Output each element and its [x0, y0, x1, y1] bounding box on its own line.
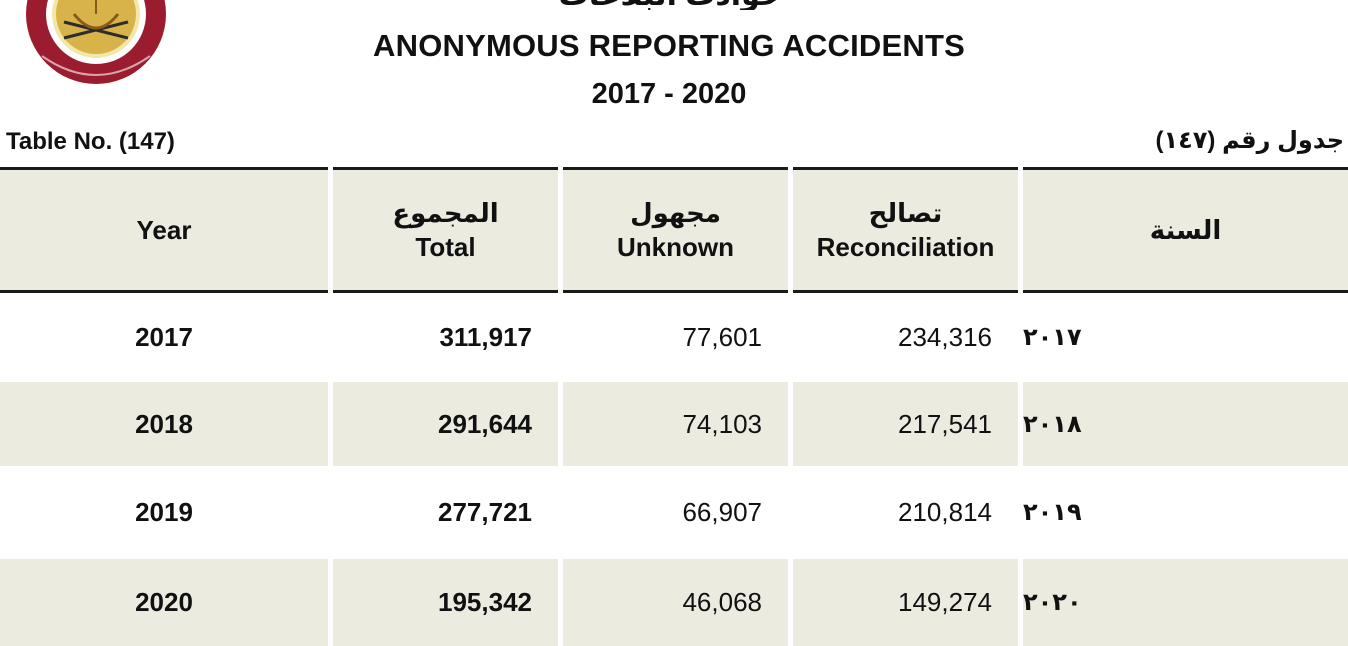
- unknown-cell: 77,601: [682, 322, 762, 352]
- column-header-unknown: مجهول Unknown: [563, 167, 788, 293]
- reconciliation-cell: 210,814: [898, 497, 992, 527]
- table-header-row: Year المجموع Total مجهول Unknown تصالح R…: [0, 167, 1348, 293]
- year-ar-cell: ٢٠١٨: [1023, 382, 1348, 466]
- column-header-label: Total: [415, 232, 476, 262]
- year-ar-cell: ٢٠١٩: [1023, 499, 1082, 526]
- column-header-reconciliation: تصالح Reconciliation: [793, 167, 1018, 293]
- column-header-label-ar: السنة: [1149, 215, 1222, 245]
- column-header-label-ar: المجموع: [392, 198, 499, 228]
- reconciliation-cell: 149,274: [793, 559, 1018, 646]
- column-header-label: Reconciliation: [816, 232, 995, 262]
- psa-logo: [26, 0, 166, 84]
- column-header-label-ar: تصالح: [868, 198, 943, 228]
- page-subtitle: 2017 - 2020: [591, 78, 747, 110]
- table-row: 2019 277,721 66,907 210,814 ٢٠١٩: [0, 466, 1348, 559]
- reconciliation-cell: 217,541: [793, 382, 1018, 466]
- year-ar-cell: ٢٠٢٠: [1023, 559, 1348, 646]
- total-cell: 291,644: [333, 382, 558, 466]
- column-header-label: Year: [136, 215, 192, 245]
- column-header-year-ar: السنة: [1023, 167, 1348, 293]
- table-row: 2020 195,342 46,068 149,274 ٢٠٢٠: [0, 559, 1348, 646]
- year-cell: 2020: [0, 559, 328, 646]
- table-row: 2017 311,917 77,601 234,316 ٢٠١٧: [0, 293, 1348, 382]
- table-row: 2018 291,644 74,103 217,541 ٢٠١٨: [0, 382, 1348, 466]
- column-header-label-ar: مجهول: [630, 198, 721, 228]
- total-cell: 277,721: [438, 497, 532, 527]
- unknown-cell: 66,907: [682, 497, 762, 527]
- total-cell: 195,342: [333, 559, 558, 646]
- table-number-en: Table No. (147): [6, 128, 175, 155]
- year-cell: 2018: [0, 382, 328, 466]
- reconciliation-cell: 234,316: [898, 322, 992, 352]
- column-header-year: Year: [0, 167, 328, 293]
- unknown-cell: 46,068: [563, 559, 788, 646]
- year-ar-cell: ٢٠١٧: [1023, 324, 1082, 351]
- total-cell: 311,917: [439, 322, 532, 352]
- table-number-ar: جدول رقم (١٤٧): [1155, 127, 1344, 154]
- year-cell: 2019: [135, 497, 193, 527]
- unknown-cell: 74,103: [563, 382, 788, 466]
- year-cell: 2017: [135, 322, 193, 352]
- page-title: ANONYMOUS REPORTING ACCIDENTS: [373, 28, 965, 63]
- column-header-label: Unknown: [617, 232, 734, 262]
- arabic-title: حوادث البلاغات المجهولة: [520, 0, 820, 10]
- column-header-total: المجموع Total: [333, 167, 558, 293]
